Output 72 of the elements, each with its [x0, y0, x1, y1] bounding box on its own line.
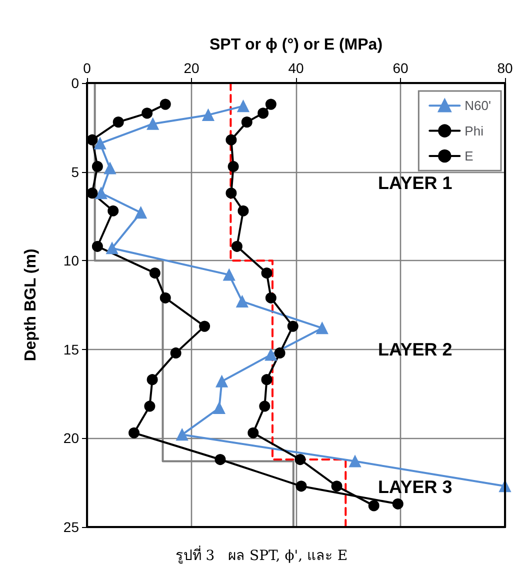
point	[226, 134, 237, 146]
x-tick-label: 20	[184, 60, 200, 76]
point	[265, 292, 276, 304]
point	[92, 160, 103, 172]
legend-label: E	[464, 148, 474, 164]
point	[259, 400, 270, 412]
point	[261, 268, 272, 279]
point	[94, 137, 106, 150]
y-tick-label: 25	[63, 519, 80, 535]
point	[231, 240, 242, 252]
y-tick-label: 20	[63, 430, 80, 446]
point	[202, 108, 214, 121]
point	[86, 188, 98, 199]
point	[316, 322, 328, 334]
legend-label: N60'	[464, 98, 492, 114]
point	[146, 374, 158, 386]
point	[237, 100, 250, 112]
point	[134, 206, 147, 219]
point	[296, 480, 307, 492]
x-tick-label: 80	[497, 60, 513, 76]
point	[368, 500, 380, 512]
point	[104, 162, 116, 174]
point	[228, 160, 239, 172]
point	[213, 402, 226, 414]
x-tick-label: 0	[83, 60, 92, 76]
point	[149, 268, 160, 279]
point	[392, 498, 404, 510]
point	[274, 347, 286, 358]
point	[264, 348, 277, 361]
point	[108, 205, 119, 216]
point	[199, 320, 210, 332]
point	[144, 400, 156, 412]
point	[128, 427, 140, 438]
point	[258, 108, 269, 119]
x-tick-label: 60	[392, 60, 408, 76]
annotation: LAYER 1	[378, 172, 452, 193]
point	[241, 116, 252, 128]
y-tick-label: 5	[71, 164, 80, 180]
point	[95, 187, 108, 200]
point	[92, 240, 103, 252]
point	[287, 320, 298, 332]
y-tick-label: 10	[63, 252, 80, 269]
y-tick-label: 0	[71, 75, 80, 91]
y-axis-title: Depth BGL (m)	[22, 248, 40, 362]
point	[223, 268, 236, 281]
point	[160, 98, 171, 110]
annotation: LAYER 3	[378, 477, 452, 498]
x-axis-title: SPT or ϕ (°) or E (MPa)	[209, 36, 383, 54]
point	[176, 428, 188, 441]
point	[265, 98, 276, 110]
point	[170, 347, 182, 358]
point	[236, 295, 248, 308]
annotation: LAYER 2	[378, 339, 452, 360]
point	[160, 292, 171, 304]
point	[238, 205, 249, 216]
point	[331, 480, 342, 492]
y-tick-label: 15	[63, 341, 80, 358]
point	[214, 454, 226, 466]
point	[294, 454, 306, 466]
point	[142, 108, 153, 119]
point	[146, 118, 159, 130]
x-tick-label: 40	[288, 60, 304, 76]
point	[261, 374, 272, 386]
point	[349, 455, 362, 468]
point	[86, 134, 98, 146]
point	[112, 116, 124, 128]
point	[216, 375, 228, 388]
point	[106, 242, 118, 254]
point	[226, 188, 237, 199]
text: รูปที่ 3 ผล SPT, ϕ', และ E	[175, 546, 348, 564]
point	[248, 427, 259, 438]
legend-label: Phi	[464, 123, 484, 138]
